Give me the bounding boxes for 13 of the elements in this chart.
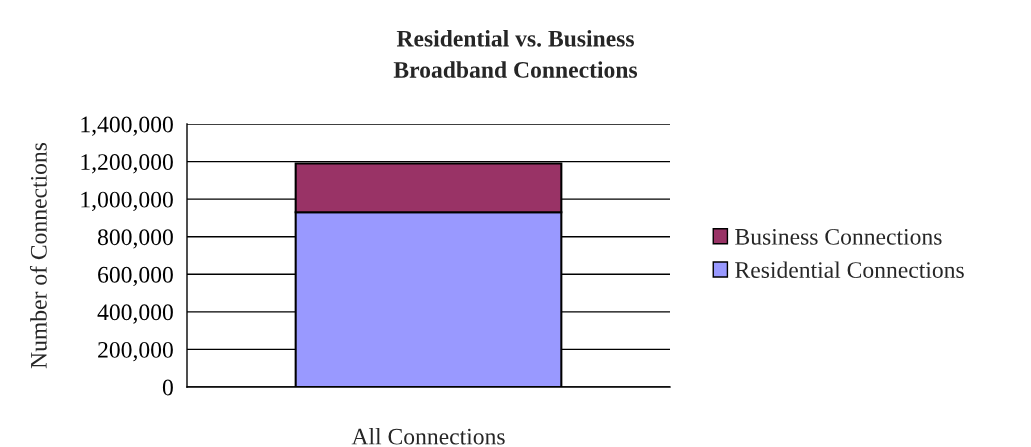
y-tick-label: 1,200,000 [81, 154, 173, 174]
y-tick-label: 800,000 [97, 229, 173, 249]
chart-title: Residential vs. Business Broadband Connections [393, 30, 638, 78]
y-tick-label: 1,400,000 [81, 116, 173, 136]
y-tick-label: 600,000 [98, 266, 173, 287]
legend-label: Business Connections [735, 228, 942, 245]
x-axis-title: All Connections [351, 427, 505, 445]
legend-label: Residential Connections [735, 261, 964, 279]
y-axis-title: Number of Connections [29, 142, 47, 369]
y-tick-label: 400,000 [97, 304, 173, 324]
y-tick-label: 200,000 [98, 341, 173, 362]
y-tick-label: 0 [162, 379, 173, 396]
y-tick-label: 1,000,000 [81, 191, 173, 211]
